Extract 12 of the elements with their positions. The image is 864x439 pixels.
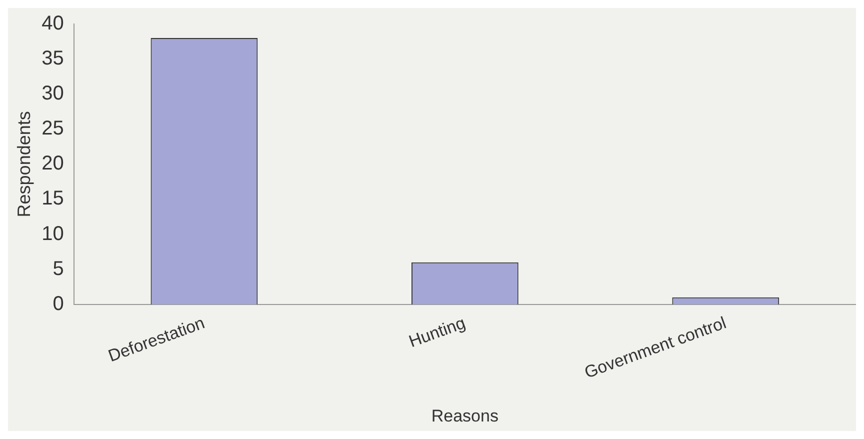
y-axis-title: Respondents: [14, 111, 34, 218]
y-tick-label: 0: [52, 292, 64, 315]
y-tick-label: 30: [42, 82, 64, 105]
y-tick-label: 25: [42, 118, 64, 140]
y-tick-label: 5: [52, 258, 64, 280]
y-tick-label: 15: [42, 188, 64, 210]
y-tick-label: 10: [42, 222, 64, 245]
y-tick-label: 35: [42, 48, 64, 70]
y-tick-label: 20: [42, 152, 64, 175]
x-axis-title: Reasons: [431, 406, 498, 426]
y-tick-label: 40: [42, 12, 64, 35]
x-tick-label: Hunting: [406, 313, 468, 352]
